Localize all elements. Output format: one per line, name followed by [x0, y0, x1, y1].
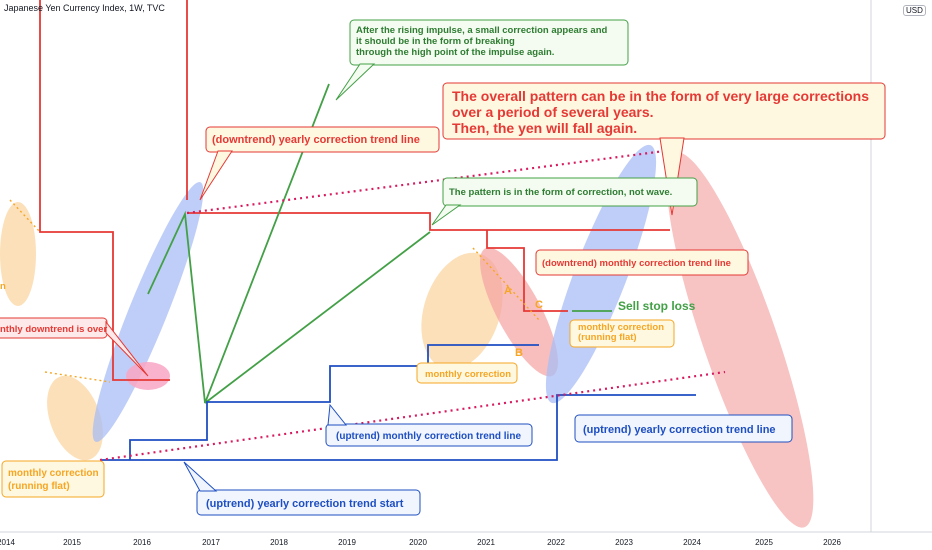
x-tick-label: 2017: [202, 538, 220, 547]
annotation-boxes: After the rising impulse, a small correc…: [0, 19, 886, 516]
running-flat-left-text: monthly correction: [8, 468, 99, 479]
monthly-correction-mid-box: [416, 362, 518, 384]
dotted-correction-left: [9, 199, 41, 233]
running-flat-right-box: [569, 319, 675, 348]
callout-pointer: [431, 204, 462, 226]
x-tick-label: 2024: [683, 538, 701, 547]
dotted-correction-2015: [44, 371, 111, 383]
running-flat-left-box: [1, 460, 105, 498]
running-flat-right-text: monthly correction: [578, 322, 664, 333]
x-tick-label: 2020: [409, 538, 427, 547]
overall-pattern-text: Then, the yen will fall again.: [452, 120, 637, 136]
red-trend-line: [486, 230, 568, 312]
axis-labels: 2014 2015 2016 2017 2018 2019 2020 2021 2022 2023…: [0, 538, 841, 547]
running-flat-right-text: (running flat): [578, 332, 637, 343]
highlight-ellipse: [421, 252, 503, 370]
x-tick-label: 2023: [615, 538, 633, 547]
highlight-ellipse: [0, 202, 36, 306]
wave-label-B: B: [515, 347, 523, 359]
rising-impulse-text: it should be in the form of breaking: [356, 36, 515, 47]
monthly-correction-mid-text: monthly correction: [425, 369, 511, 380]
x-tick-label: 2016: [133, 538, 151, 547]
callout-pointer: [105, 320, 149, 377]
dotted-trend-upper: [186, 147, 681, 215]
blue-trend-line: [129, 344, 539, 460]
currency-label[interactable]: USD: [903, 5, 926, 16]
callout-pointer: [199, 150, 233, 201]
red-trend-line: [39, 0, 170, 381]
overall-pattern-text: The overall pattern can be in the form o…: [452, 88, 869, 104]
uptrend-monthly-text: (uptrend) monthly correction trend line: [336, 431, 521, 442]
green-trend-line: [147, 83, 330, 404]
uptrend-yearly-start-box: [196, 489, 421, 516]
x-tick-label: 2026: [823, 538, 841, 547]
x-tick-label: 2015: [63, 538, 81, 547]
callout-pointer: [327, 403, 348, 426]
downtrend-yearly-text: (downtrend) yearly correction trend line: [212, 134, 420, 146]
highlight-ellipse: [47, 375, 103, 461]
pattern-correction-box: [442, 177, 698, 207]
downtrend-monthly-box: [535, 249, 749, 276]
x-tick-label: 2019: [338, 538, 356, 547]
wave-label-C: C: [535, 299, 543, 311]
uptrend-monthly-box: [325, 423, 533, 447]
rising-impulse-text: After the rising impulse, a small correc…: [356, 25, 607, 36]
dotted-correction-2021: [472, 247, 540, 321]
callout-pointer: [183, 461, 218, 492]
downtrend-yearly-box: [205, 126, 440, 153]
blue-trend-line: [100, 394, 696, 461]
highlight-ellipses: [0, 144, 814, 528]
x-tick-label: 2021: [477, 538, 495, 547]
x-tick-label: 2018: [270, 538, 288, 547]
uptrend-yearly-text: (uptrend) yearly correction trend line: [583, 424, 776, 436]
green-trend-line: [204, 231, 431, 404]
overall-pattern-text: over a period of several years.: [452, 104, 654, 120]
uptrend-yearly-box: [574, 414, 793, 443]
x-tick-label: 2014: [0, 538, 15, 547]
trend-lines: [9, 0, 726, 462]
running-flat-left-text: (running flat): [8, 481, 70, 492]
monthly-downtrend-over-text: nthly downtrend is over: [0, 324, 107, 335]
callout-pointer: [659, 137, 685, 216]
rising-impulse-box: [349, 19, 629, 66]
red-trend-line: [187, 212, 670, 231]
chart-title: Japanese Yen Currency Index, 1W, TVC: [4, 3, 165, 13]
sell-stop-loss-text: Sell stop loss: [618, 299, 696, 313]
uptrend-yearly-start-text: (uptrend) yearly correction trend start: [206, 498, 404, 510]
left-fragment-label: n: [0, 281, 6, 292]
x-tick-label: 2025: [755, 538, 773, 547]
pattern-correction-text: The pattern is in the form of correction…: [449, 187, 672, 198]
highlight-ellipse: [92, 181, 204, 443]
callout-pointer: [335, 63, 376, 101]
wave-label-A: A: [504, 285, 512, 297]
rising-impulse-text: through the high point of the impulse ag…: [356, 47, 554, 58]
x-tick-label: 2022: [547, 538, 565, 547]
downtrend-monthly-text: (downtrend) monthly correction trend lin…: [542, 258, 731, 269]
